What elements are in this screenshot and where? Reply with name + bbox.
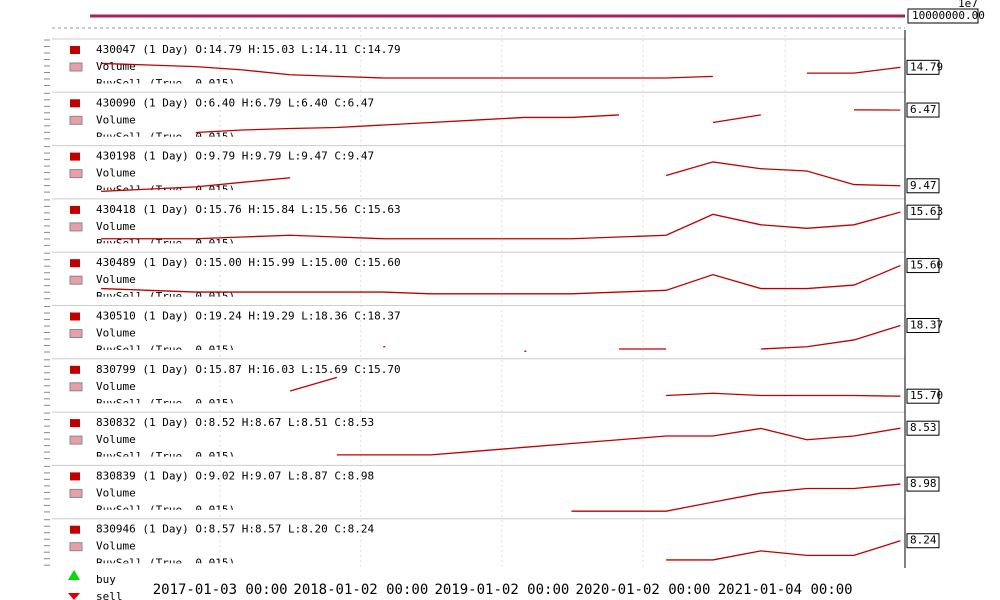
panel-title: 830832 (1 Day) O:8.52 H:8.67 L:8.51 C:8.… xyxy=(96,416,374,429)
legend-volume: Volume xyxy=(96,540,136,553)
last-value-box xyxy=(906,59,940,75)
last-value-box xyxy=(906,178,940,194)
x-tick-label: 2019-01-02 00:00 xyxy=(434,582,569,598)
last-value-label: 14.79 xyxy=(910,60,943,73)
price-line xyxy=(101,62,713,79)
panel-title: 430090 (1 Day) O:6.40 H:6.79 L:6.40 C:6.… xyxy=(96,96,374,109)
volume-icon xyxy=(69,435,83,445)
volume-icon xyxy=(69,329,83,338)
x-tick-label: 2021-01-04 00:00 xyxy=(718,582,853,598)
broker-exponent: 1e7 xyxy=(958,0,978,10)
legend-volume: Volume xyxy=(96,60,136,73)
last-value-label: 8.98 xyxy=(910,477,937,490)
panel-title: 430489 (1 Day) O:15.00 H:15.99 L:15.00 C… xyxy=(96,256,401,269)
volume-icon xyxy=(69,169,83,179)
last-value-label: 6.47 xyxy=(910,103,937,116)
panel-title: 830799 (1 Day) O:15.87 H:16.03 L:15.69 C… xyxy=(96,363,401,376)
price-line xyxy=(760,324,901,350)
sell-icon xyxy=(68,593,80,600)
last-value-label: 9.47 xyxy=(910,179,937,192)
price-line xyxy=(101,264,901,295)
ohlc-icon xyxy=(70,205,80,214)
price-line xyxy=(195,114,620,134)
ohlc-icon xyxy=(70,259,80,268)
ohlc-icon xyxy=(70,525,80,534)
ohlc-icon xyxy=(70,152,80,161)
last-value-label: 18.37 xyxy=(910,319,943,332)
legend-volume: Volume xyxy=(96,486,136,499)
x-tick-label: 2020-01-02 00:00 xyxy=(576,582,711,598)
last-value-label: 15.60 xyxy=(910,259,943,272)
panel-title: 430418 (1 Day) O:15.76 H:15.84 L:15.56 C… xyxy=(96,203,401,216)
price-line xyxy=(666,392,901,397)
price-line xyxy=(666,540,901,561)
last-value-box xyxy=(906,204,940,220)
volume-icon xyxy=(69,62,83,72)
price-line xyxy=(806,66,901,74)
legend-volume: Volume xyxy=(96,167,136,180)
last-value-box xyxy=(906,388,940,404)
price-line xyxy=(712,114,761,124)
legend-buy: buy xyxy=(96,573,116,586)
ohlc-icon xyxy=(70,472,80,481)
ohlc-icon xyxy=(70,419,80,428)
price-line xyxy=(571,483,901,512)
panel-title: 830946 (1 Day) O:8.57 H:8.57 L:8.20 C:8.… xyxy=(96,523,375,536)
volume-icon xyxy=(69,382,83,392)
last-value-box xyxy=(906,533,940,549)
price-line xyxy=(665,161,901,187)
price-line xyxy=(336,427,901,456)
price-line xyxy=(101,211,901,240)
buy-icon xyxy=(68,570,80,580)
panel-title: 430198 (1 Day) O:9.79 H:9.79 L:9.47 C:9.… xyxy=(96,150,374,163)
last-value-label: 8.24 xyxy=(910,534,937,547)
panel-title: 830839 (1 Day) O:9.02 H:9.07 L:8.87 C:8.… xyxy=(96,469,374,482)
volume-icon xyxy=(69,542,83,552)
volume-icon xyxy=(69,275,83,285)
panel-title: 430510 (1 Day) O:19.24 H:19.29 L:18.36 C… xyxy=(96,310,401,323)
ohlc-icon xyxy=(70,46,80,54)
price-line xyxy=(101,177,291,193)
last-value-label: 8.53 xyxy=(910,421,937,434)
volume-icon xyxy=(69,222,83,232)
legend-volume: Volume xyxy=(96,220,136,233)
last-value-box xyxy=(906,420,940,436)
panel-title: 430047 (1 Day) O:14.79 H:15.03 L:14.11 C… xyxy=(96,43,401,56)
broker-box xyxy=(907,8,979,24)
last-value-box xyxy=(906,258,940,274)
last-value-label: 15.70 xyxy=(910,389,943,402)
last-value-label: 15.63 xyxy=(910,205,943,218)
last-value-box xyxy=(906,102,940,118)
last-value-box xyxy=(906,476,940,492)
legend-sell: sell xyxy=(96,590,123,600)
volume-icon xyxy=(69,488,83,498)
ohlc-icon xyxy=(70,365,80,374)
x-tick-label: 2018-01-02 00:00 xyxy=(293,582,428,598)
x-tick-label: 2017-01-03 00:00 xyxy=(153,582,288,598)
ohlc-icon xyxy=(70,312,80,321)
legend-volume: Volume xyxy=(96,433,136,446)
legend-volume: Volume xyxy=(96,273,136,286)
ohlc-icon xyxy=(70,99,80,108)
legend-volume: Volume xyxy=(96,327,136,340)
price-line xyxy=(289,376,338,392)
volume-icon xyxy=(69,115,83,125)
last-value-box xyxy=(906,318,940,334)
legend-volume: Volume xyxy=(96,113,136,126)
legend-volume: Volume xyxy=(96,380,136,393)
broker-value: 10000000.00 xyxy=(912,9,985,22)
